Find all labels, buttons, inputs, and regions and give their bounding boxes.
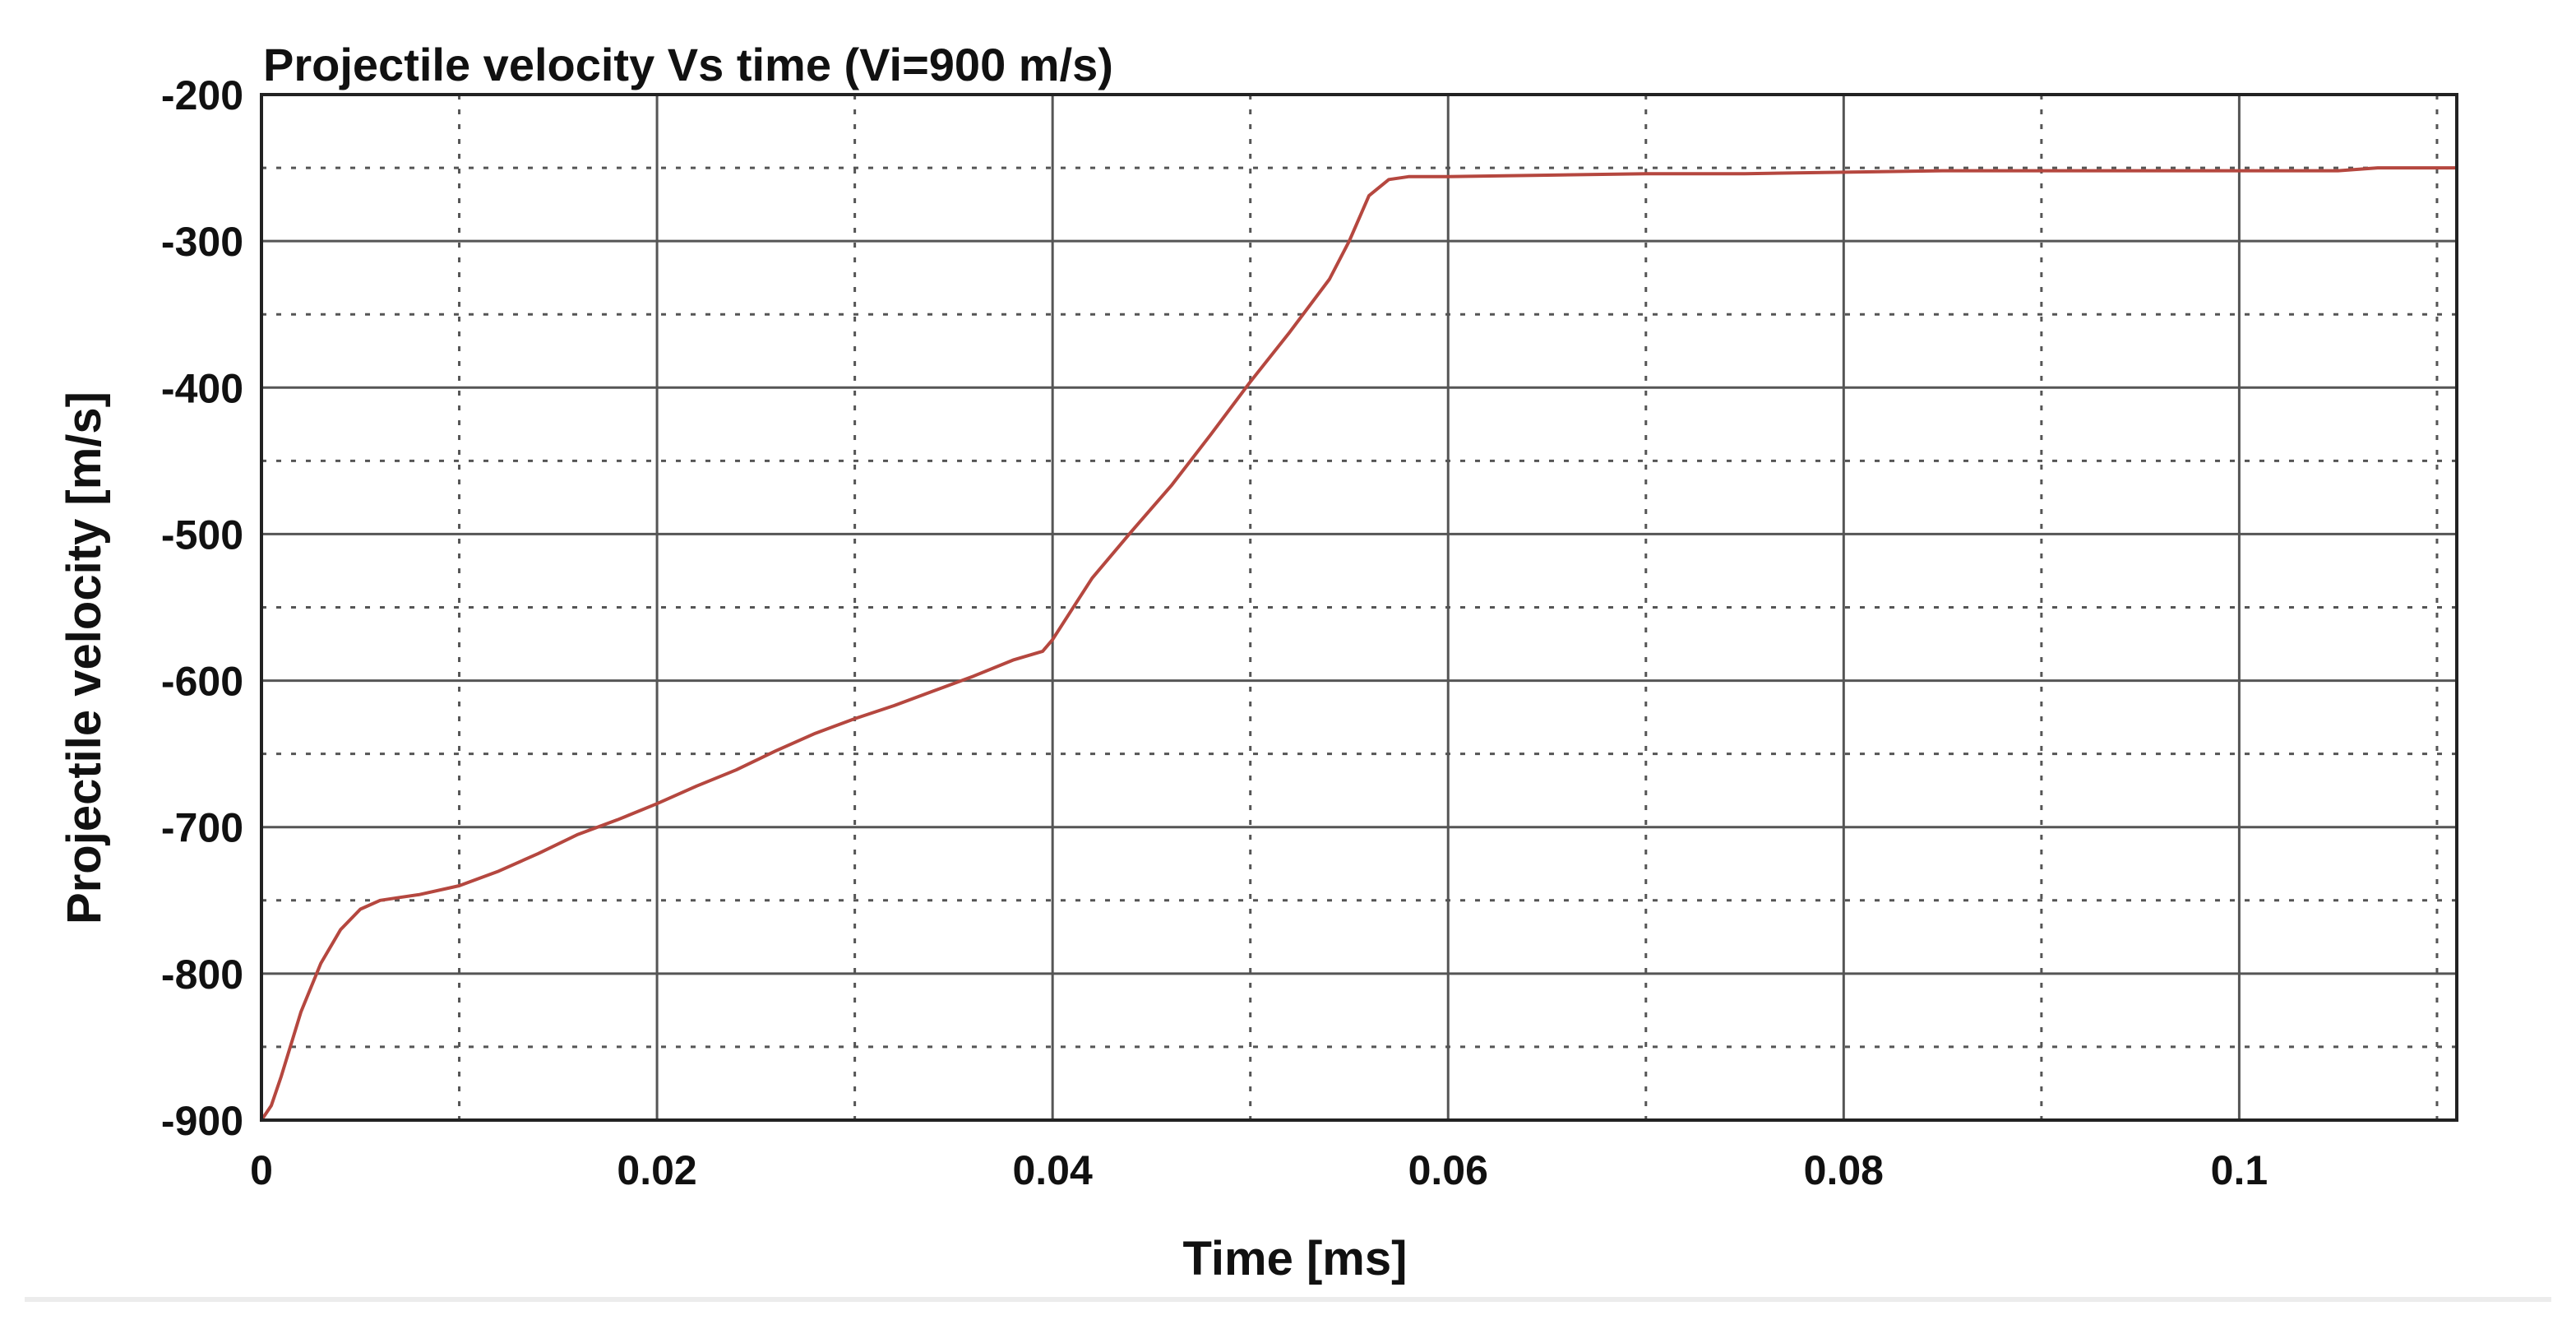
y-tick-label: -800 bbox=[161, 952, 243, 998]
x-tick-label: 0.02 bbox=[617, 1147, 696, 1193]
velocity-series-line bbox=[260, 166, 2458, 1122]
x-axis-ticks: 0 0.02 0.04 0.06 0.08 0.1 bbox=[250, 1147, 2268, 1193]
x-tick-label: 0 bbox=[250, 1147, 273, 1193]
y-tick-label: -900 bbox=[161, 1098, 243, 1144]
x-tick-label: 0.06 bbox=[1408, 1147, 1488, 1193]
y-tick-label: -700 bbox=[161, 805, 243, 851]
y-tick-label: -200 bbox=[161, 72, 243, 118]
x-tick-label: 0.1 bbox=[2211, 1147, 2268, 1193]
y-tick-label: -300 bbox=[161, 219, 243, 265]
x-tick-label: 0.04 bbox=[1012, 1147, 1093, 1193]
x-tick-label: 0.08 bbox=[1804, 1147, 1884, 1193]
y-tick-label: -500 bbox=[161, 512, 243, 558]
y-axis-ticks: -200 -300 -400 -500 -600 -700 -800 -900 bbox=[161, 72, 243, 1144]
x-axis-label: Time [ms] bbox=[1183, 1232, 1408, 1285]
y-tick-label: -600 bbox=[161, 659, 243, 705]
chart-title: Projectile velocity Vs time (Vi=900 m/s) bbox=[263, 39, 1113, 90]
y-axis-label: Projectile velocity [m/s] bbox=[58, 391, 111, 924]
y-tick-label: -400 bbox=[161, 365, 243, 411]
grid bbox=[261, 95, 2457, 1120]
plot-border bbox=[260, 93, 2458, 1122]
